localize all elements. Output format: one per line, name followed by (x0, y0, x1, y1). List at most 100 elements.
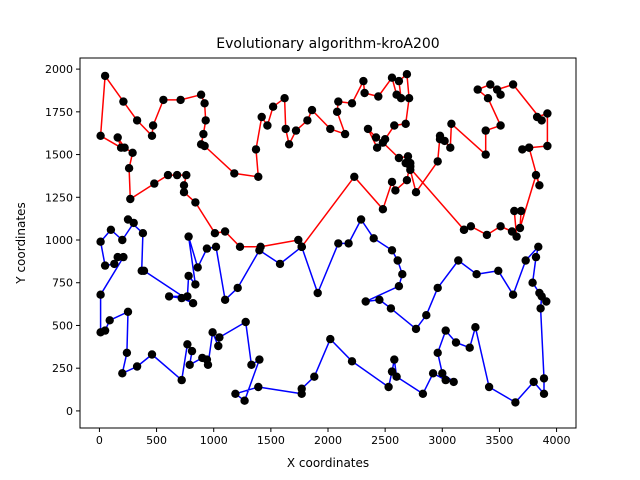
city-point (200, 141, 209, 151)
city-point (251, 145, 261, 154)
city-point (294, 235, 303, 245)
city-point (406, 165, 415, 175)
city-point (466, 222, 476, 231)
city-point (433, 348, 442, 357)
city-point (255, 246, 264, 255)
city-point (247, 360, 256, 369)
city-point (531, 170, 541, 180)
city-point (268, 102, 278, 111)
city-point (132, 362, 142, 371)
city-point (183, 340, 192, 349)
city-point (363, 124, 373, 134)
city-point (303, 116, 312, 125)
city-point (172, 170, 182, 180)
city-point (231, 389, 240, 398)
city-point (386, 304, 396, 313)
city-point (494, 266, 503, 275)
city-point (203, 360, 213, 369)
x-tick-label: 0 (96, 434, 103, 447)
x-tick-label: 1500 (257, 434, 285, 447)
city-point (508, 290, 518, 299)
city-point (359, 76, 368, 86)
city-point (384, 382, 393, 392)
city-point (360, 88, 369, 98)
city-point (179, 181, 189, 190)
city-point (334, 97, 343, 106)
y-tick-label: 750 (52, 277, 73, 290)
city-point (215, 333, 224, 342)
city-point (150, 179, 159, 188)
city-point (393, 256, 402, 265)
x-tick-label: 2500 (371, 434, 399, 447)
city-point (191, 280, 200, 289)
city-point (516, 206, 526, 216)
city-point (515, 223, 525, 233)
chart-title: Evolutionary algorithm-kroA200 (216, 36, 439, 52)
city-point (387, 177, 397, 187)
city-point (404, 94, 414, 103)
city-point (118, 235, 127, 245)
city-point (254, 172, 263, 181)
city-point (163, 170, 173, 180)
city-point (510, 206, 519, 216)
city-point (310, 372, 319, 381)
city-point (184, 232, 193, 241)
city-point (147, 131, 157, 140)
city-point (411, 188, 421, 197)
city-point (441, 375, 450, 385)
city-point (344, 239, 353, 248)
city-point (110, 259, 119, 269)
city-point (396, 94, 406, 103)
city-point (326, 334, 335, 344)
city-point (356, 215, 366, 224)
city-point (372, 143, 382, 152)
city-point (177, 375, 186, 385)
city-point (374, 92, 383, 101)
city-point (496, 121, 505, 130)
city-point (536, 304, 545, 313)
city-point (482, 230, 492, 240)
city-point (118, 369, 127, 378)
plot-layer (96, 70, 552, 407)
city-point (148, 121, 158, 130)
city-point (164, 292, 174, 301)
city-point (531, 252, 541, 262)
city-point (347, 357, 357, 366)
city-point (106, 225, 116, 234)
city-point (481, 150, 490, 159)
city-point (481, 126, 490, 135)
y-axis-label: Y coordinates (14, 202, 28, 284)
city-point (326, 124, 335, 134)
city-point (496, 90, 505, 99)
city-point (391, 186, 400, 195)
city-point (340, 129, 350, 139)
y-tick-label: 1250 (45, 191, 73, 204)
city-point (280, 94, 289, 103)
city-point (524, 143, 534, 152)
city-point (201, 116, 210, 125)
city-point (398, 270, 407, 279)
city-point (230, 169, 239, 178)
city-point (402, 176, 412, 185)
city-point (508, 80, 518, 89)
city-point (297, 384, 306, 393)
city-point (521, 256, 530, 265)
city-point (350, 172, 359, 181)
city-point (446, 143, 455, 152)
city-point (105, 316, 114, 325)
city-point (518, 145, 527, 154)
city-point (96, 237, 105, 246)
city-point (196, 90, 206, 99)
city-point (435, 131, 445, 140)
city-point (375, 295, 384, 304)
city-point (387, 246, 397, 255)
city-point (534, 242, 543, 251)
city-point (471, 323, 480, 332)
city-point (543, 109, 552, 118)
x-tick-label: 1000 (200, 434, 228, 447)
y-tick-label: 1000 (45, 234, 73, 247)
city-point (473, 85, 482, 94)
city-point (96, 290, 105, 299)
city-point (449, 377, 458, 387)
